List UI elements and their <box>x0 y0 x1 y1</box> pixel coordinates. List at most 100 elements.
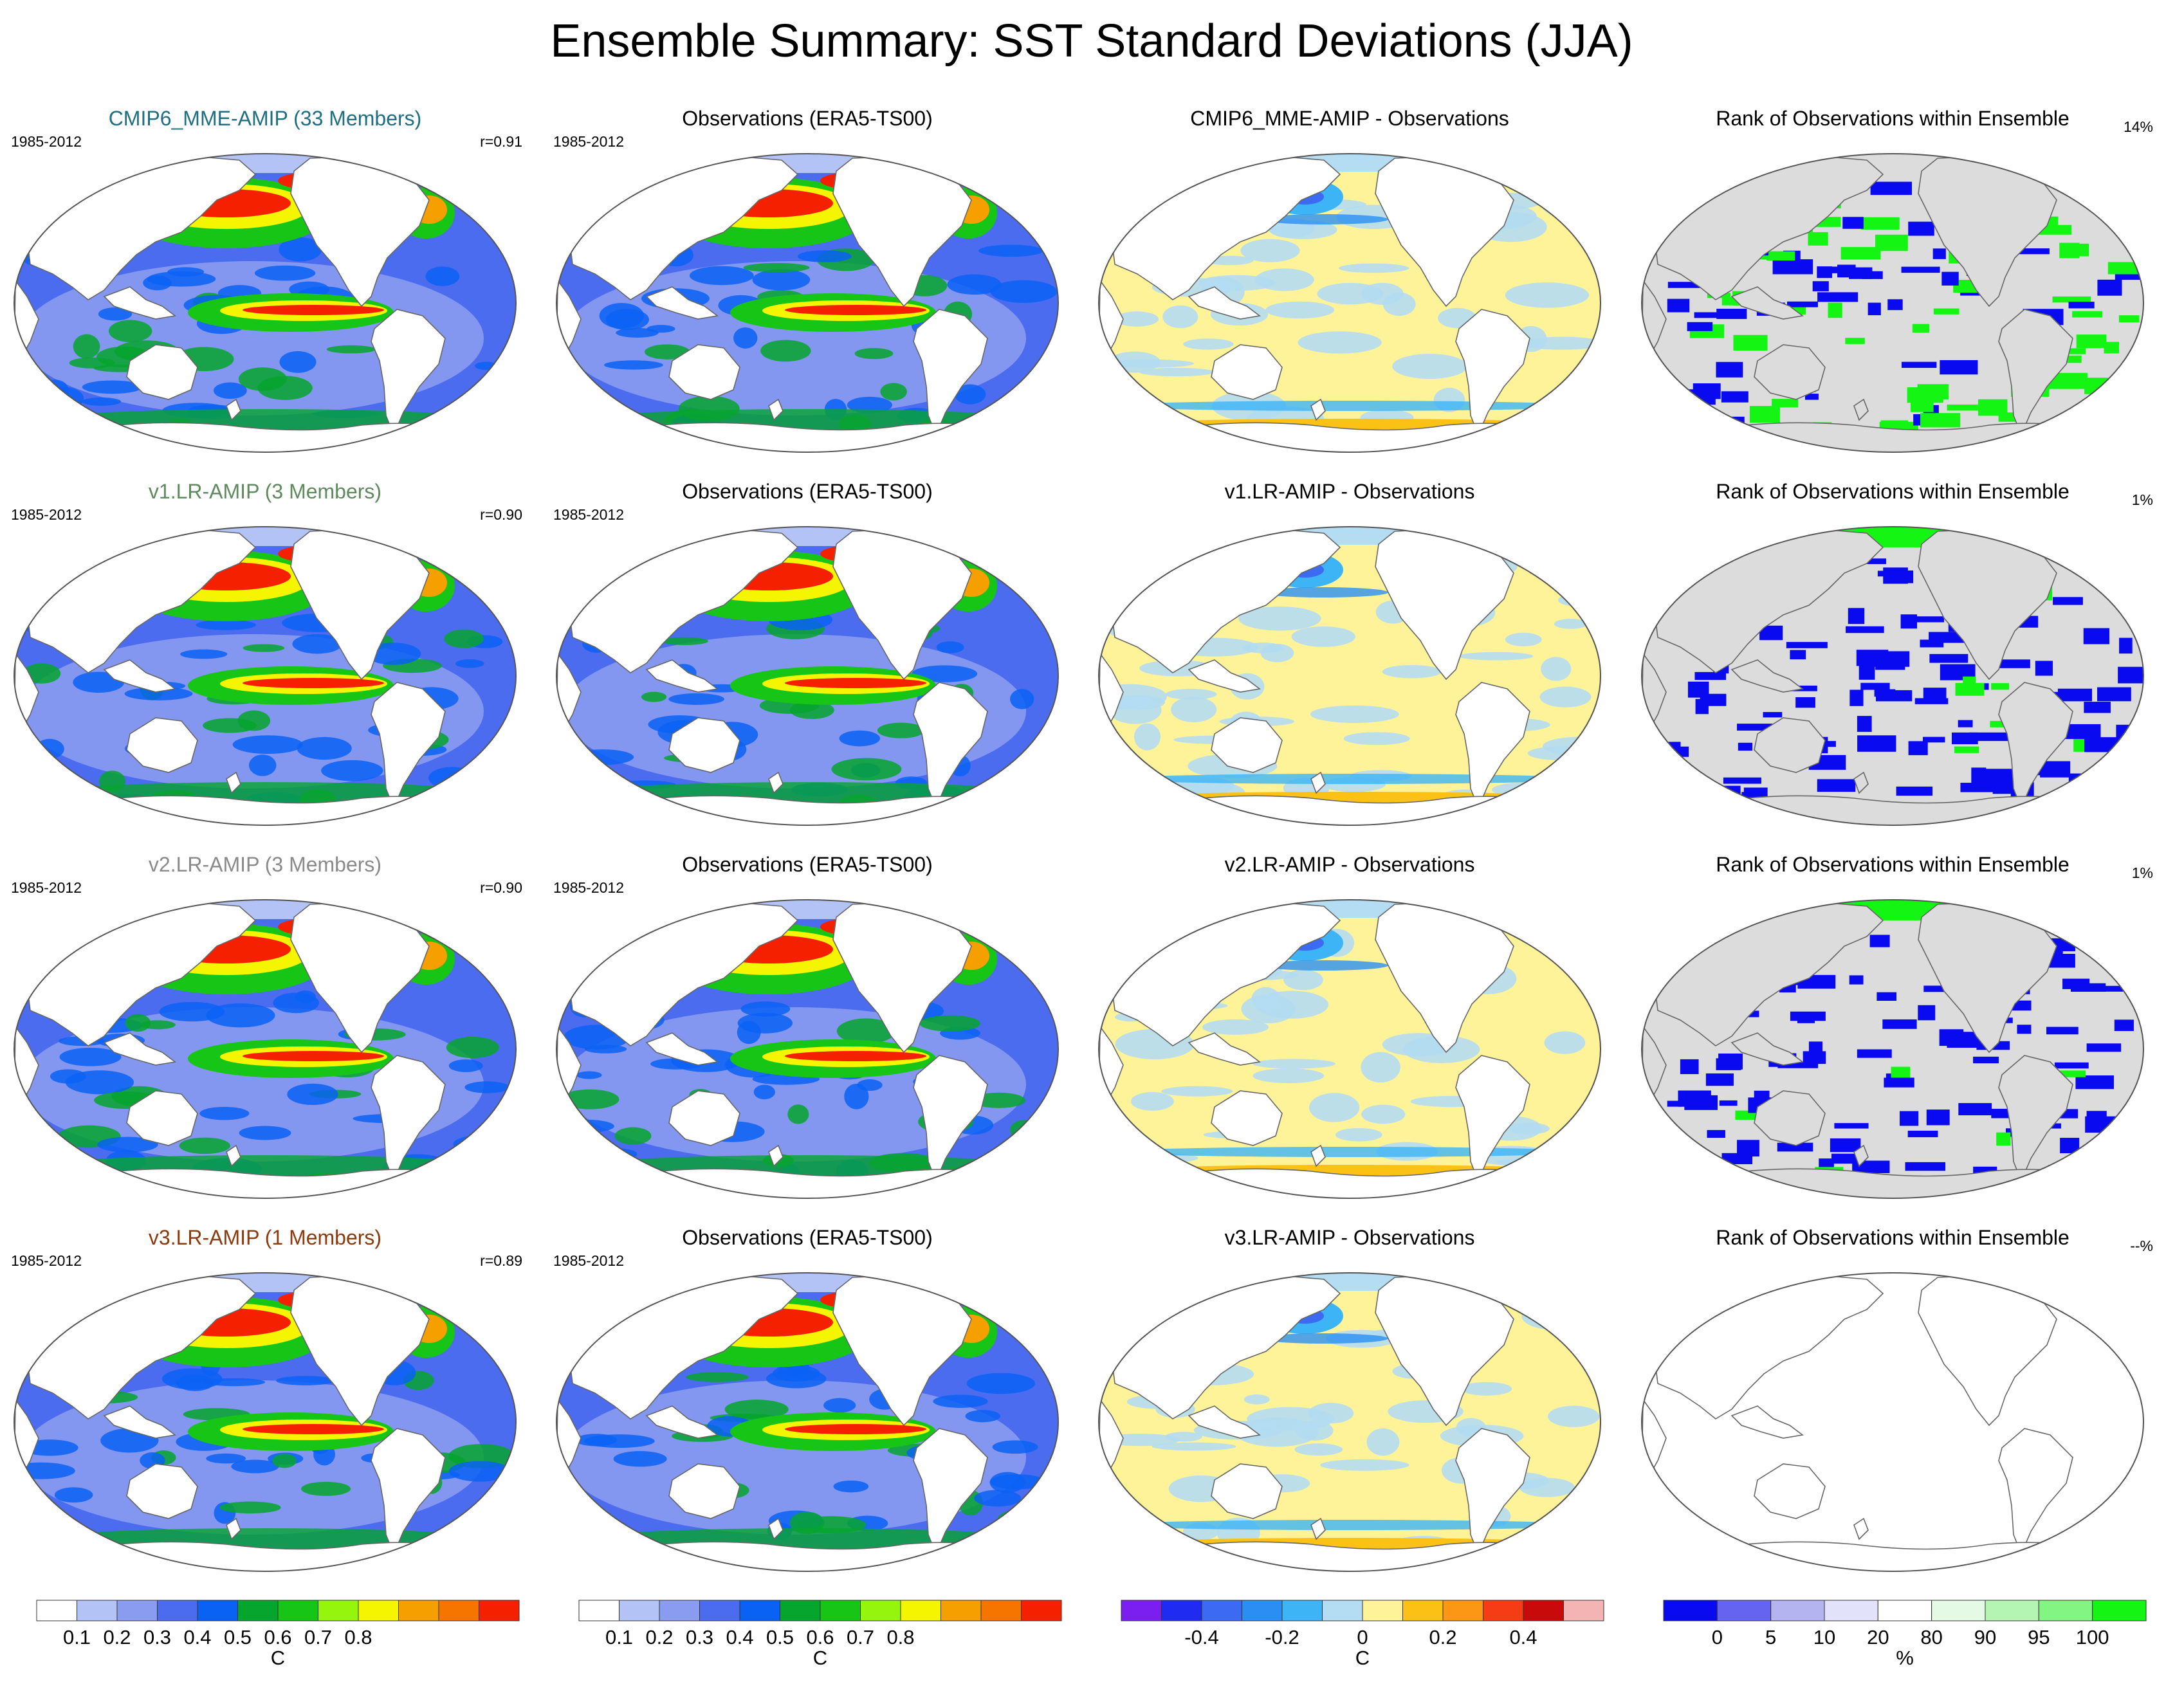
period-label: 1985-2012 <box>553 133 624 150</box>
colorbar-swatch <box>237 1600 279 1621</box>
colorbar-swatch <box>659 1600 700 1621</box>
rank-percent-label: --% <box>2130 1237 2153 1254</box>
colorbar-swatch <box>980 1600 1022 1621</box>
colorbar-tick-label: 10 <box>1813 1626 1835 1648</box>
colorbar-tick-label: 20 <box>1867 1626 1889 1648</box>
colorbar-tick-label: 0.6 <box>806 1626 834 1648</box>
colorbar-tick-label: 0.3 <box>143 1626 171 1648</box>
colorbar-swatch <box>1931 1600 1986 1621</box>
colorbar-tick-label: 0.8 <box>886 1626 914 1648</box>
colorbar-swatch <box>1121 1600 1162 1621</box>
rank-percent-label: 1% <box>2132 491 2153 508</box>
colorbar-tick-label: 0.2 <box>1429 1626 1456 1648</box>
panel-diff-2: v1.LR-AMIP - Observations <box>1098 480 1601 826</box>
panel-rank-2: Rank of Observations within Ensemble 1% <box>1641 480 2153 826</box>
panel-title: v3.LR-AMIP (1 Members) <box>149 1226 381 1249</box>
globe-map-icon <box>14 899 517 1199</box>
colorbar-swatch <box>116 1600 158 1621</box>
panel-title: v2.LR-AMIP - Observations <box>1225 853 1475 876</box>
panel-title: v1.LR-AMIP (3 Members) <box>149 480 381 503</box>
colorbar-tick-label: 0.2 <box>103 1626 131 1648</box>
panel-rank-4: Rank of Observations within Ensemble --% <box>1641 1226 2153 1572</box>
correlation-label: r=0.90 <box>480 506 522 523</box>
panel-model-3: v2.LR-AMIP (3 Members) 1985-2012 r=0.90 <box>11 853 522 1199</box>
colorbar-swatch <box>739 1600 780 1621</box>
panel-diff-4: v3.LR-AMIP - Observations <box>1098 1226 1601 1572</box>
colorbar-swatch <box>479 1600 520 1621</box>
colorbar-tick-label: 0 <box>1357 1626 1368 1648</box>
colorbar-swatch <box>1161 1600 1202 1621</box>
rank-percent-label: 1% <box>2132 864 2153 881</box>
colorbar-swatch <box>398 1600 439 1621</box>
panel-diff-3: v2.LR-AMIP - Observations <box>1098 853 1601 1199</box>
colorbar-swatch <box>1770 1600 1825 1621</box>
colorbar-swatch <box>1242 1600 1283 1621</box>
globe-map-icon <box>1641 899 2144 1199</box>
colorbar-tick-label: 0.3 <box>686 1626 713 1648</box>
panel-title: v3.LR-AMIP - Observations <box>1225 1226 1475 1249</box>
colorbar-sd-obs: 0.1 0.2 0.3 0.4 0.5 0.6 0.7 0.8 C <box>578 1600 1062 1669</box>
globe-map-icon <box>14 526 517 826</box>
colorbar-unit-label: C <box>1355 1647 1370 1669</box>
globe-map-icon <box>556 526 1059 826</box>
panel-model-4: v3.LR-AMIP (1 Members) 1985-2012 r=0.89 <box>11 1226 522 1572</box>
colorbar-swatch <box>157 1600 198 1621</box>
globe-map-icon <box>556 1272 1059 1572</box>
period-label: 1985-2012 <box>11 879 82 896</box>
globe-map-icon <box>1641 153 2144 453</box>
period-label: 1985-2012 <box>553 506 624 523</box>
colorbar-tick-label: 0.7 <box>304 1626 332 1648</box>
colorbar-swatch <box>941 1600 982 1621</box>
period-label: 1985-2012 <box>11 506 82 523</box>
figure-title: Ensemble Summary: SST Standard Deviation… <box>550 15 1633 67</box>
panel-obs-3: Observations (ERA5-TS00) 1985-2012 <box>553 853 1059 1199</box>
colorbar-swatch <box>900 1600 941 1621</box>
colorbar-tick-label: -0.2 <box>1265 1626 1299 1648</box>
panel-title: Rank of Observations within Ensemble <box>1716 480 2069 503</box>
colorbar-swatch <box>619 1600 660 1621</box>
colorbar-unit-label: % <box>1896 1647 1914 1669</box>
colorbar-swatch <box>578 1600 619 1621</box>
colorbar-tick-label: -0.4 <box>1184 1626 1218 1648</box>
colorbar-tick-label: 90 <box>1974 1626 1996 1648</box>
colorbar-unit-label: C <box>271 1647 285 1669</box>
colorbar-tick-label: 95 <box>2028 1626 2050 1648</box>
colorbar-swatch <box>820 1600 861 1621</box>
colorbar-tick-label: 0 <box>1712 1626 1723 1648</box>
panel-title: Observations (ERA5-TS00) <box>682 480 932 503</box>
colorbar-row: 0.1 0.2 0.3 0.4 0.5 0.6 0.7 0.8 C 0.1 0.2 0.3 0.4 0.5… <box>36 1600 2147 1669</box>
period-label: 1985-2012 <box>553 1252 624 1269</box>
colorbar-sd-model: 0.1 0.2 0.3 0.4 0.5 0.6 0.7 0.8 C <box>36 1600 520 1669</box>
globe-map-icon <box>14 1272 517 1572</box>
colorbar-tick-label: 0.4 <box>726 1626 753 1648</box>
panel-model-1: CMIP6_MME-AMIP (33 Members) 1985-2012 r=0.… <box>11 107 522 453</box>
colorbar-swatch <box>1322 1600 1363 1621</box>
period-label: 1985-2012 <box>553 879 624 896</box>
globe-map-icon <box>556 153 1059 453</box>
globe-map-icon <box>1098 526 1601 826</box>
colorbar-swatch <box>1877 1600 1932 1621</box>
panel-rank-1: Rank of Observations within Ensemble 14% <box>1641 107 2153 453</box>
panel-title: Rank of Observations within Ensemble <box>1716 853 2069 876</box>
correlation-label: r=0.90 <box>480 879 522 896</box>
colorbar-tick-label: 0.1 <box>605 1626 633 1648</box>
colorbar-swatch <box>1483 1600 1524 1621</box>
colorbar-swatch <box>1021 1600 1062 1621</box>
colorbar-swatch <box>1281 1600 1323 1621</box>
globe-map-icon <box>1641 1272 2144 1572</box>
colorbar-swatch <box>277 1600 318 1621</box>
globe-map-icon <box>1098 153 1601 453</box>
colorbar-swatch <box>197 1600 238 1621</box>
colorbar-swatch <box>2092 1600 2147 1621</box>
colorbar-swatch <box>1663 1600 1718 1621</box>
colorbar-swatch <box>36 1600 77 1621</box>
panel-diff-1: CMIP6_MME-AMIP - Observations <box>1098 107 1601 453</box>
colorbar-swatch <box>77 1600 118 1621</box>
panel-model-2: v1.LR-AMIP (3 Members) 1985-2012 r=0.90 <box>11 480 522 826</box>
panel-title: v2.LR-AMIP (3 Members) <box>149 853 381 876</box>
period-label: 1985-2012 <box>11 133 82 150</box>
colorbar-tick-label: 0.6 <box>264 1626 291 1648</box>
colorbar-swatch <box>1362 1600 1403 1621</box>
panel-title: CMIP6_MME-AMIP (33 Members) <box>109 107 422 130</box>
colorbar-tick-label: 0.5 <box>224 1626 252 1648</box>
